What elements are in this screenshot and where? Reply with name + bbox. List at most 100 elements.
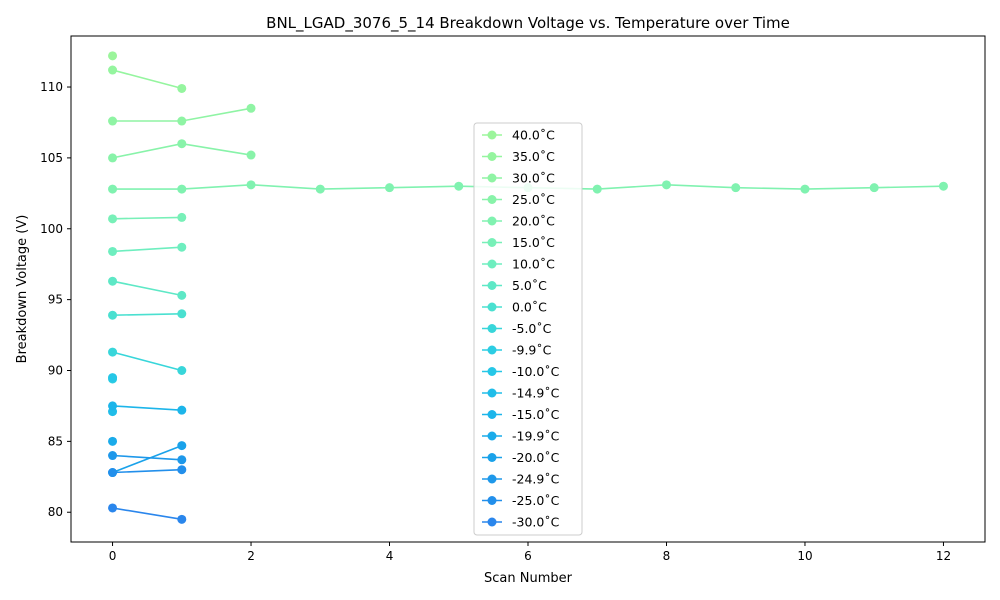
data-point bbox=[661, 180, 671, 190]
legend-marker bbox=[487, 302, 497, 312]
legend-marker bbox=[487, 453, 497, 462]
legend-marker bbox=[487, 517, 497, 527]
legend-marker bbox=[487, 367, 497, 376]
data-point bbox=[177, 441, 187, 451]
legend-item: 15.0˚C bbox=[482, 235, 555, 250]
legend-item: 25.0˚C bbox=[482, 192, 555, 207]
y-axis-label: Breakdown Voltage (V) bbox=[15, 215, 30, 364]
y-tick-label: 95 bbox=[48, 293, 63, 307]
legend-item: 35.0˚C bbox=[482, 149, 555, 164]
data-point bbox=[246, 150, 256, 160]
series-line bbox=[112, 246, 182, 253]
legend-item: 40.0˚C bbox=[482, 128, 555, 143]
series--30.0˚C bbox=[108, 503, 187, 524]
legend-marker bbox=[487, 259, 497, 269]
series-line bbox=[112, 405, 182, 411]
data-point bbox=[592, 184, 602, 194]
data-point bbox=[315, 184, 325, 194]
series-30.0˚C bbox=[108, 103, 256, 126]
legend-marker bbox=[487, 388, 497, 398]
data-point bbox=[800, 184, 810, 194]
series-line bbox=[112, 69, 183, 90]
data-point bbox=[108, 153, 118, 163]
data-point bbox=[454, 181, 464, 191]
legend-item: -19.9˚C bbox=[482, 429, 560, 444]
series--24.9˚C bbox=[108, 451, 187, 465]
legend: 40.0˚C 35.0˚C 30.0˚C 25.0˚C 20.0˚C 15.0˚C 10.0… bbox=[473, 122, 583, 536]
data-point bbox=[246, 103, 256, 113]
x-tick-label: 12 bbox=[936, 549, 951, 563]
legend-marker bbox=[487, 281, 497, 290]
series-line bbox=[112, 280, 182, 297]
data-point bbox=[177, 139, 187, 149]
data-point bbox=[108, 310, 118, 320]
legend-item: -30.0˚C bbox=[482, 515, 560, 530]
data-point bbox=[108, 347, 118, 357]
data-point bbox=[177, 116, 187, 126]
legend-item: 20.0˚C bbox=[482, 214, 555, 229]
y-axis-ticks: 80 85 90 95 100 105 110 bbox=[40, 80, 71, 519]
data-point bbox=[108, 116, 118, 126]
y-tick-label: 100 bbox=[40, 222, 63, 236]
legend-label: 0.0˚C bbox=[512, 300, 547, 315]
series--25.0˚C bbox=[108, 465, 187, 478]
series--15.0˚C bbox=[108, 401, 187, 415]
legend-marker bbox=[487, 130, 497, 140]
series-line bbox=[112, 313, 182, 316]
data-point bbox=[177, 212, 187, 222]
legend-item: -20.0˚C bbox=[482, 450, 560, 465]
chart-title: BNL_LGAD_3076_5_14 Breakdown Voltage vs.… bbox=[266, 14, 790, 33]
series-line bbox=[112, 468, 182, 474]
legend-item: -24.9˚C bbox=[482, 472, 560, 487]
data-point bbox=[108, 436, 118, 446]
x-tick-label: 6 bbox=[524, 549, 532, 563]
x-tick-label: 10 bbox=[797, 549, 812, 563]
legend-item: -9.9˚C bbox=[482, 343, 552, 358]
legend-label: 10.0˚C bbox=[512, 257, 555, 272]
legend-label: -25.0˚C bbox=[512, 493, 560, 508]
legend-marker bbox=[487, 345, 497, 355]
series-line bbox=[112, 444, 183, 474]
x-tick-label: 4 bbox=[386, 549, 394, 563]
y-tick-label: 105 bbox=[40, 151, 63, 165]
x-tick-label: 0 bbox=[109, 549, 117, 563]
series-line bbox=[112, 216, 182, 220]
data-point bbox=[108, 468, 118, 478]
legend-items: 40.0˚C 35.0˚C 30.0˚C 25.0˚C 20.0˚C 15.0˚C 10.0… bbox=[482, 128, 560, 530]
legend-label: 30.0˚C bbox=[512, 171, 555, 186]
series-line bbox=[112, 507, 182, 521]
legend-marker bbox=[487, 324, 497, 333]
data-point bbox=[177, 309, 187, 319]
legend-label: 5.0˚C bbox=[512, 278, 547, 293]
legend-marker bbox=[487, 195, 497, 204]
series-0.0˚C bbox=[108, 309, 187, 320]
legend-marker bbox=[487, 410, 497, 419]
legend-item: -5.0˚C bbox=[482, 321, 552, 336]
y-tick-label: 80 bbox=[48, 505, 63, 519]
data-point bbox=[177, 184, 187, 194]
data-point bbox=[731, 183, 741, 193]
data-point bbox=[177, 242, 187, 252]
legend-marker bbox=[487, 216, 497, 226]
series-35.0˚C bbox=[108, 65, 187, 93]
legend-label: -9.9˚C bbox=[512, 343, 552, 358]
data-point bbox=[108, 451, 118, 461]
data-point bbox=[385, 183, 395, 193]
legend-item: 30.0˚C bbox=[482, 171, 555, 186]
data-point bbox=[177, 514, 187, 524]
data-point bbox=[108, 401, 118, 411]
data-point bbox=[108, 276, 118, 286]
data-point bbox=[108, 65, 118, 75]
legend-label: 15.0˚C bbox=[512, 235, 555, 250]
data-point bbox=[177, 365, 187, 375]
data-point bbox=[177, 455, 187, 465]
data-point bbox=[869, 183, 879, 193]
data-point bbox=[108, 184, 118, 194]
legend-label: -15.0˚C bbox=[512, 407, 560, 422]
legend-item: -14.9˚C bbox=[482, 386, 560, 401]
legend-item: 10.0˚C bbox=[482, 257, 555, 272]
legend-label: 25.0˚C bbox=[512, 192, 555, 207]
legend-label: -20.0˚C bbox=[512, 450, 560, 465]
x-tick-label: 8 bbox=[663, 549, 671, 563]
series-line bbox=[112, 454, 182, 461]
